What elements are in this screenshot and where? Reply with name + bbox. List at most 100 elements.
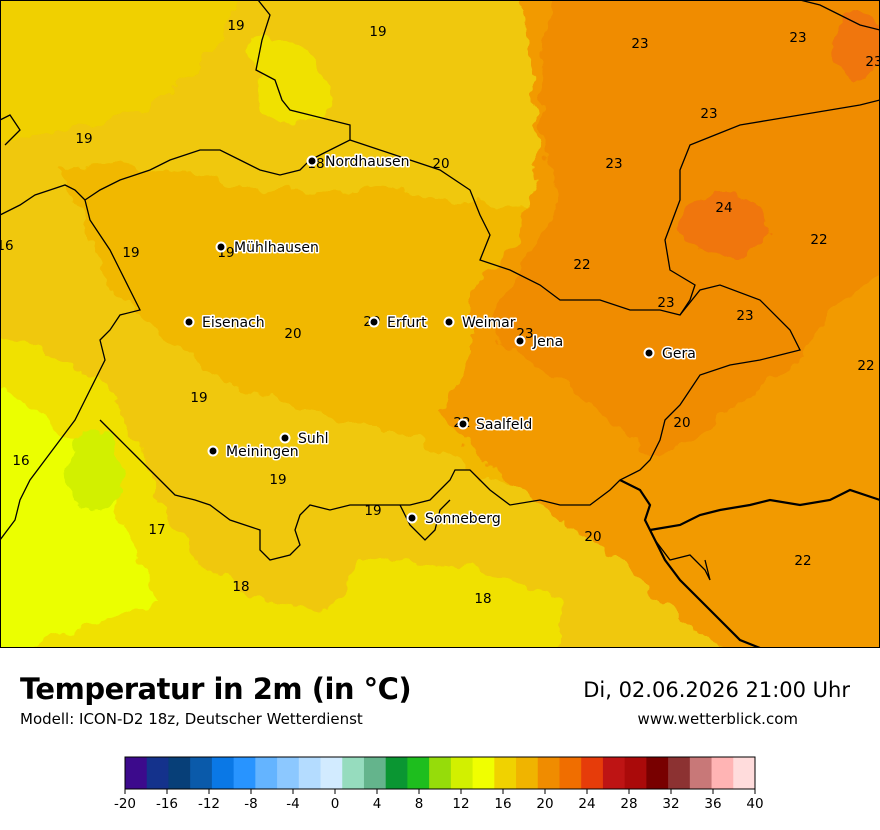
legend-swatch — [211, 757, 235, 789]
border-ne — [799, 0, 880, 31]
city-jena: Jena — [514, 333, 565, 352]
temperature-label: 19 — [269, 472, 286, 488]
temp-area-northwest — [0, 0, 238, 140]
temperature-label: 16 — [0, 238, 14, 254]
legend-frame — [124, 756, 756, 790]
legend-tick-label: 4 — [373, 796, 382, 812]
legend-ticks: -20 -16 -12 -8 -4 0 4 8 12 16 20 24 28 32 36 40 — [114, 789, 764, 812]
city-dot — [514, 335, 526, 347]
legend-swatch — [624, 757, 647, 789]
city-gera: Gera — [643, 345, 697, 364]
legend-swatch — [668, 757, 691, 789]
city-label: Gera — [662, 346, 696, 362]
city-dot — [183, 316, 195, 328]
legend-swatch — [733, 757, 756, 789]
legend-swatch — [602, 757, 626, 789]
map-title: Temperatur in 2m (in °C) — [20, 672, 412, 706]
legend-tick-label: 16 — [494, 796, 511, 812]
legend-swatch — [537, 757, 560, 789]
temperature-label: 20 — [284, 326, 301, 342]
city-dot — [457, 418, 469, 430]
temperature-label: 18 — [474, 591, 491, 607]
legend-swatch — [646, 757, 669, 789]
city-dot — [406, 512, 418, 524]
legend-swatch — [190, 757, 213, 789]
temperature-label: 24 — [715, 200, 732, 216]
legend-swatch — [559, 757, 582, 789]
temperature-label: 22 — [810, 232, 827, 248]
city-label: Saalfeld — [476, 417, 532, 433]
legend-swatch — [168, 757, 191, 789]
legend-tick-label: 24 — [578, 796, 595, 812]
city-label: Suhl — [298, 431, 329, 447]
temperature-label: 17 — [148, 522, 165, 538]
city-eisenach: Eisenach — [183, 314, 266, 333]
city-saalfeld: Saalfeld — [457, 416, 534, 435]
temperature-label: 19 — [227, 18, 244, 34]
temperature-label: 19 — [122, 245, 139, 261]
legend-tick-label: 40 — [746, 796, 763, 812]
temperature-labels: 19 19 19 18 20 23 23 23 23 23 24 22 16 19 19 22 23 20 20 20… — [0, 18, 880, 607]
city-label: Jena — [532, 334, 563, 350]
city-erfurt: Erfurt — [368, 314, 429, 333]
temp-area-24 — [680, 195, 770, 255]
legend-tick-label: -16 — [156, 796, 178, 812]
city-dot — [368, 316, 380, 328]
city-label: Meiningen — [226, 444, 299, 460]
city-markers: Nordhausen Mühlhausen Eisenach Erfurt Weimar… — [183, 153, 697, 529]
temperature-label: 23 — [789, 30, 806, 46]
city-dot — [306, 155, 318, 167]
legend-tick-label: -8 — [244, 796, 257, 812]
legend-swatch — [472, 757, 495, 789]
temperature-label: 23 — [631, 36, 648, 52]
legend-tick-label: 0 — [331, 796, 340, 812]
city-dot — [443, 316, 455, 328]
temperature-label: 23 — [700, 106, 717, 122]
temp-area-17 — [0, 390, 160, 654]
city-dot — [215, 241, 227, 253]
temperature-label: 19 — [190, 390, 207, 406]
temperature-label: 19 — [75, 131, 92, 147]
legend-swatch — [494, 757, 517, 789]
city-nordhausen: Nordhausen — [306, 153, 411, 172]
border-hesse-north — [0, 184, 86, 216]
legend-tick-label: -4 — [286, 796, 299, 812]
legend-swatch — [581, 757, 604, 789]
border-nw — [0, 114, 21, 146]
legend-tick-label: 8 — [415, 796, 424, 812]
legend-swatch — [363, 757, 387, 789]
model-info: Modell: ICON-D2 18z, Deutscher Wetterdie… — [20, 710, 363, 728]
legend-swatch — [516, 757, 539, 789]
temp-area-16 — [67, 430, 123, 510]
temperature-label: 22 — [857, 358, 874, 374]
city-weimar: Weimar — [443, 314, 517, 333]
city-label: Eisenach — [202, 315, 265, 331]
color-legend: -20 -16 -12 -8 -4 0 4 8 12 16 20 24 28 32 36 40 — [114, 756, 764, 812]
city-suhl: Suhl — [279, 430, 330, 449]
temperature-label: 22 — [794, 553, 811, 569]
temperature-field — [0, 0, 880, 670]
temperature-map: 19 19 19 18 20 23 23 23 23 23 24 22 16 19 19 22 23 20 20 20… — [0, 0, 880, 670]
legend-swatch — [342, 757, 365, 789]
legend-bars — [124, 756, 756, 790]
website-link[interactable]: www.wetterblick.com — [637, 710, 798, 728]
city-dot — [207, 445, 219, 457]
state-borders — [0, 0, 880, 650]
footer: Temperatur in 2m (in °C) Modell: ICON-D2… — [0, 648, 880, 830]
temperature-label: 20 — [432, 156, 449, 172]
city-label: Mühlhausen — [234, 240, 319, 256]
city-label: Sonneberg — [425, 511, 501, 527]
temp-area-north-yellow — [250, 38, 330, 124]
legend-tick-label: 28 — [620, 796, 637, 812]
temperature-label: 16 — [12, 453, 29, 469]
temperature-label: 20 — [584, 529, 601, 545]
temperature-label: 19 — [364, 503, 381, 519]
border-south — [99, 284, 801, 561]
legend-tick-label: 36 — [704, 796, 721, 812]
city-meiningen: Meiningen — [207, 443, 300, 462]
legend-tick-label: 12 — [452, 796, 469, 812]
legend-swatch — [298, 757, 322, 789]
legend-swatch — [146, 757, 169, 789]
map-canvas: 19 19 19 18 20 23 23 23 23 23 24 22 16 19 19 22 23 20 20 20… — [0, 0, 880, 670]
temperature-label: 20 — [673, 415, 690, 431]
